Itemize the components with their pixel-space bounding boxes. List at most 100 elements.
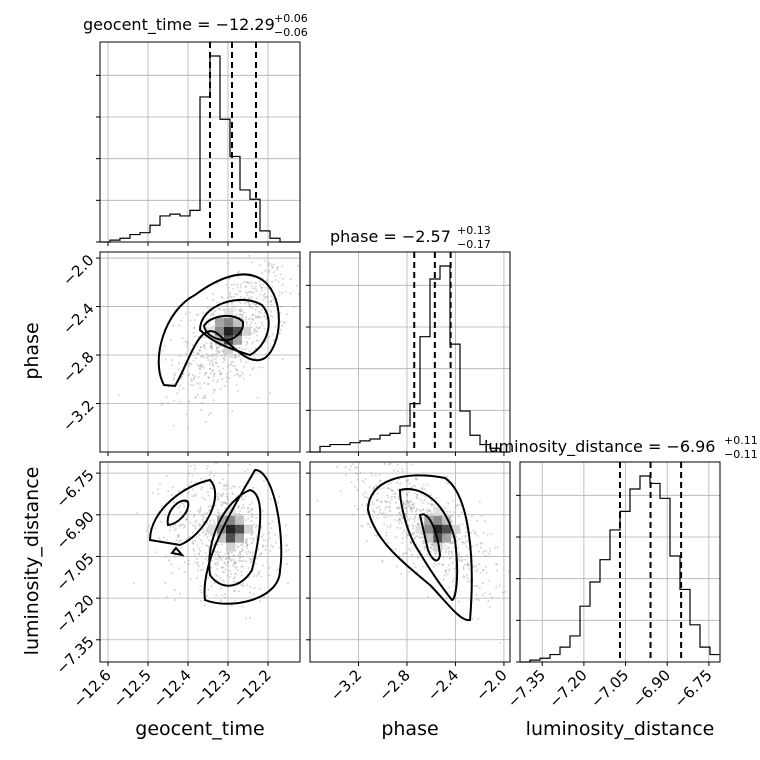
- scatter-point: [269, 498, 272, 501]
- scatter-point: [415, 493, 418, 496]
- scatter-point: [235, 384, 238, 387]
- scatter-point: [371, 509, 374, 512]
- scatter-point: [417, 518, 420, 521]
- scatter-point: [178, 504, 181, 507]
- scatter-point: [189, 510, 192, 513]
- scatter-point: [206, 356, 209, 359]
- scatter-point: [192, 331, 195, 334]
- scatter-point: [251, 313, 254, 316]
- scatter-point: [165, 475, 168, 478]
- scatter-point: [202, 518, 205, 521]
- scatter-point: [250, 261, 253, 264]
- scatter-point: [482, 531, 485, 534]
- scatter-point: [405, 479, 408, 482]
- scatter-point: [178, 362, 181, 365]
- scatter-point: [254, 357, 257, 360]
- scatter-point: [410, 501, 413, 503]
- scatter-point: [182, 387, 185, 390]
- scatter-point: [216, 553, 219, 555]
- scatter-point: [270, 303, 273, 306]
- scatter-point: [244, 541, 247, 544]
- scatter-point: [209, 504, 212, 507]
- scatter-point: [259, 293, 262, 296]
- scatter-point: [259, 326, 261, 329]
- scatter-point: [194, 561, 197, 564]
- scatter-point: [222, 566, 225, 569]
- scatter-point: [448, 550, 450, 553]
- scatter-point: [185, 538, 188, 540]
- scatter-point: [273, 263, 276, 266]
- scatter-point: [214, 504, 217, 507]
- scatter-point: [165, 396, 168, 398]
- scatter-point: [241, 316, 244, 319]
- scatter-point: [245, 336, 248, 339]
- scatter-point: [209, 471, 212, 473]
- scatter-point: [252, 486, 255, 489]
- scatter-point: [467, 562, 469, 565]
- scatter-point: [168, 559, 170, 562]
- scatter-point: [117, 394, 120, 397]
- scatter-point: [220, 296, 223, 299]
- scatter-point: [199, 363, 202, 366]
- scatter-point: [219, 371, 222, 374]
- scatter-point: [203, 529, 206, 532]
- histogram-phase: [310, 252, 510, 453]
- scatter-point: [408, 501, 411, 504]
- scatter-point: [262, 479, 265, 482]
- scatter-point: [385, 500, 388, 503]
- scatter-point: [265, 352, 268, 355]
- scatter-point: [246, 341, 249, 344]
- scatter-point: [389, 502, 392, 505]
- scatter-point: [207, 491, 209, 494]
- scatter-point: [466, 580, 469, 583]
- scatter-point: [228, 293, 231, 296]
- scatter-point: [284, 524, 287, 527]
- scatter-point: [218, 554, 221, 557]
- scatter-point: [237, 355, 240, 358]
- density-cell: [442, 524, 452, 534]
- scatter-point: [380, 479, 382, 482]
- scatter-point: [484, 565, 487, 568]
- scatter-point: [408, 570, 411, 573]
- scatter-point: [409, 541, 412, 544]
- scatter-point: [412, 518, 415, 521]
- scatter-point: [225, 305, 228, 307]
- scatter-point: [255, 339, 258, 342]
- scatter-point: [133, 582, 135, 585]
- scatter-point: [459, 538, 462, 541]
- scatter-point: [458, 554, 461, 557]
- scatter-point: [175, 527, 177, 530]
- scatter-point: [277, 501, 280, 504]
- scatter-point: [256, 330, 259, 332]
- scatter-point: [471, 618, 474, 621]
- scatter-point: [255, 290, 258, 292]
- scatter-point: [180, 502, 183, 505]
- scatter-point: [209, 372, 212, 375]
- scatter-point: [389, 488, 392, 491]
- scatter-point: [190, 363, 193, 366]
- scatter-point: [296, 264, 299, 267]
- scatter-point: [252, 287, 254, 290]
- scatter-point: [241, 606, 244, 609]
- scatter-point: [384, 507, 387, 510]
- scatter-point: [205, 372, 207, 374]
- density-cell: [442, 515, 452, 525]
- scatter-point: [198, 367, 201, 370]
- scatter-point: [495, 586, 498, 589]
- scatter-point: [490, 533, 493, 536]
- scatter-point: [205, 544, 208, 547]
- scatter-point: [226, 574, 229, 577]
- scatter-point: [225, 376, 228, 379]
- scatter-point: [246, 341, 248, 344]
- scatter-point: [235, 561, 238, 564]
- scatter-point: [386, 494, 389, 497]
- scatter-point: [232, 559, 235, 562]
- scatter-point: [267, 301, 270, 304]
- scatter-point: [211, 487, 214, 490]
- scatter-point: [488, 606, 491, 609]
- scatter-point: [193, 514, 195, 517]
- scatter-point: [236, 271, 239, 274]
- scatter-point: [247, 282, 250, 284]
- scatter-point: [285, 544, 288, 547]
- scatter-point: [271, 520, 274, 523]
